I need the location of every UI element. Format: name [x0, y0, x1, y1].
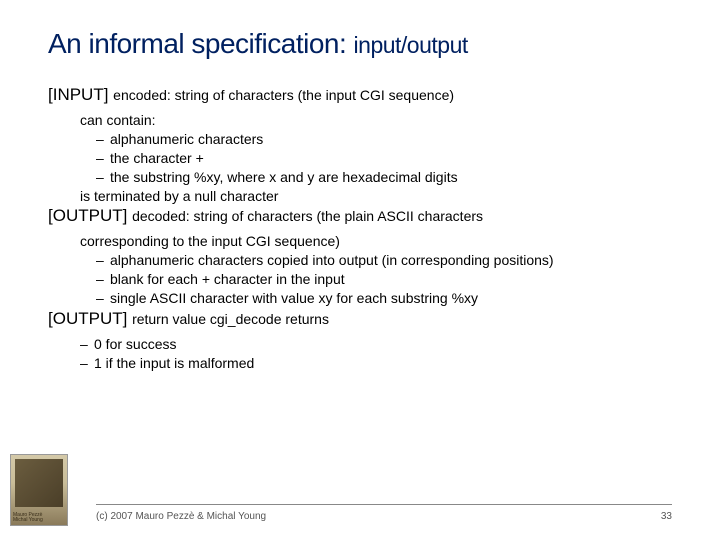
input-text: encoded: string of characters (the input…: [113, 87, 454, 103]
input-section-header: [INPUT] encoded: string of characters (t…: [48, 84, 672, 107]
output1-bullet-2: –blank for each + character in the input: [96, 270, 672, 289]
slide-footer: (c) 2007 Mauro Pezzè & Michal Young 33: [0, 504, 720, 522]
output1-section-header: [OUTPUT] decoded: string of characters (…: [48, 205, 672, 228]
output2-section-header: [OUTPUT] return value cgi_decode returns: [48, 308, 672, 331]
slide-content: An informal specification: input/output …: [0, 0, 720, 373]
input-label: [INPUT]: [48, 85, 113, 104]
input-bullet-3: –the substring %xy, where x and y are he…: [96, 168, 672, 187]
input-line-terminated: is terminated by a null character: [80, 187, 672, 206]
output2-label: [OUTPUT]: [48, 309, 132, 328]
output1-bullet-3: –single ASCII character with value xy fo…: [96, 289, 672, 308]
output2-bullet-2: –1 if the input is malformed: [80, 354, 672, 373]
output2-text: return value cgi_decode returns: [132, 311, 329, 327]
output1-label: [OUTPUT]: [48, 206, 132, 225]
input-line-can-contain: can contain:: [80, 111, 672, 130]
footer-divider: [96, 504, 672, 505]
page-number: 33: [661, 511, 672, 522]
title-sub: input/output: [354, 32, 468, 58]
output1-cont: corresponding to the input CGI sequence): [80, 232, 672, 251]
input-bullet-2: –the character +: [96, 149, 672, 168]
title-main: An informal specification:: [48, 28, 354, 59]
footer-row: (c) 2007 Mauro Pezzè & Michal Young 33: [96, 511, 672, 522]
output1-bullet-1: –alphanumeric characters copied into out…: [96, 251, 672, 270]
slide-title: An informal specification: input/output: [48, 28, 672, 60]
book-thumbnail-image: [15, 459, 63, 507]
output1-text: decoded: string of characters (the plain…: [132, 208, 483, 224]
output2-bullet-1: –0 for success: [80, 335, 672, 354]
input-bullet-1: –alphanumeric characters: [96, 130, 672, 149]
footer-copyright: (c) 2007 Mauro Pezzè & Michal Young: [96, 511, 266, 522]
